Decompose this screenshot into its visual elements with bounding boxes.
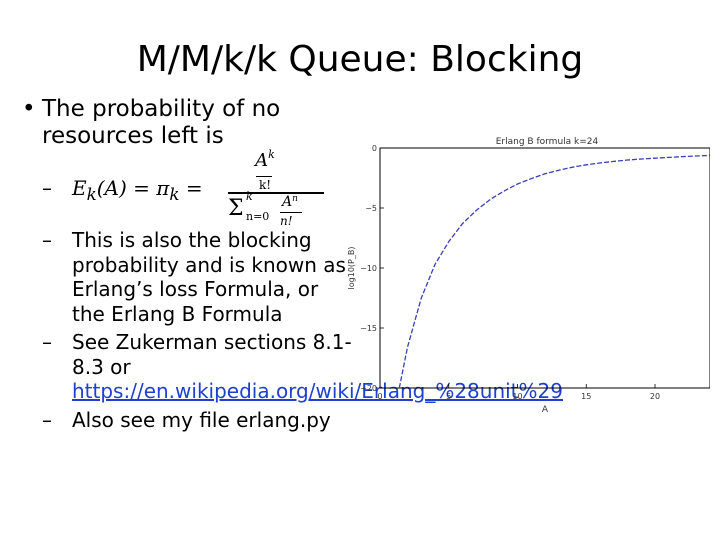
plot-frame	[379, 147, 710, 389]
fraction-bar	[228, 192, 324, 194]
slide-title: M/M/k/k Queue: Blocking	[136, 39, 584, 80]
formula-numerator: Ak	[255, 148, 275, 171]
x-tick-label: 10	[512, 392, 522, 401]
bullet-item: • The probability of no resources left i…	[22, 96, 352, 150]
chart-title: Erlang B formula k=24	[496, 137, 599, 147]
erlang-formula: – Ek(A) = πk = Ak k! Σ k n=0 An n!	[22, 148, 352, 228]
y-tick-label: −15	[360, 324, 377, 333]
x-tick-label: 20	[650, 392, 660, 401]
bullet-dot-icon: •	[22, 96, 36, 122]
numerator-bar	[256, 176, 272, 177]
x-tick-label: 0	[377, 392, 382, 401]
denominator-bar	[280, 212, 302, 213]
formula-lhs: Ek(A) = πk =	[72, 176, 203, 204]
axis-ticks: 0 5 10 15 20 0 −5 −10 −15 −20	[360, 144, 660, 401]
numerator-denominator: k!	[258, 178, 272, 192]
series-line	[398, 154, 710, 389]
sum-upper: k	[246, 190, 253, 203]
x-tick-label: 15	[581, 392, 591, 401]
erlang-b-chart: Erlang B formula k=24 0 5 10 15 20 0 −5 −10 −15 −…	[347, 137, 710, 415]
sub-item-erlang-file: – Also see my file erlang.py	[42, 407, 331, 432]
x-axis-label: A	[542, 405, 549, 415]
dash-icon: –	[42, 407, 52, 432]
x-tick-label: 5	[446, 392, 451, 401]
sum-symbol: Σ	[228, 196, 244, 221]
y-tick-label: −20	[360, 384, 377, 393]
wikipedia-link[interactable]: https://en.wikipedia.org/wiki/Erlang_%28…	[72, 379, 563, 403]
bullet-text: The probability of no resources left is	[42, 96, 281, 149]
slide-body: • The probability of no resources left i…	[22, 96, 563, 432]
sum-lower: n=0	[246, 210, 270, 223]
denominator-term: An	[282, 194, 298, 210]
denominator-factorial: n!	[280, 214, 293, 228]
dash-icon: –	[42, 330, 52, 354]
formula-lhs-sub: k	[86, 185, 97, 204]
y-tick-label: −10	[360, 264, 377, 273]
sub-item-blocking: – This is also the blocking probability …	[42, 228, 346, 326]
sub-item-zukerman: – See Zukerman sections 8.1-8.3 or https…	[42, 330, 563, 403]
y-tick-label: −5	[365, 204, 377, 213]
dash-icon: –	[42, 228, 52, 252]
dash-icon: –	[42, 176, 52, 200]
y-axis-label: log10(P_B)	[347, 247, 356, 290]
y-tick-label: 0	[372, 144, 377, 153]
formula-fraction: Ak k! Σ k n=0 An n!	[228, 148, 324, 230]
